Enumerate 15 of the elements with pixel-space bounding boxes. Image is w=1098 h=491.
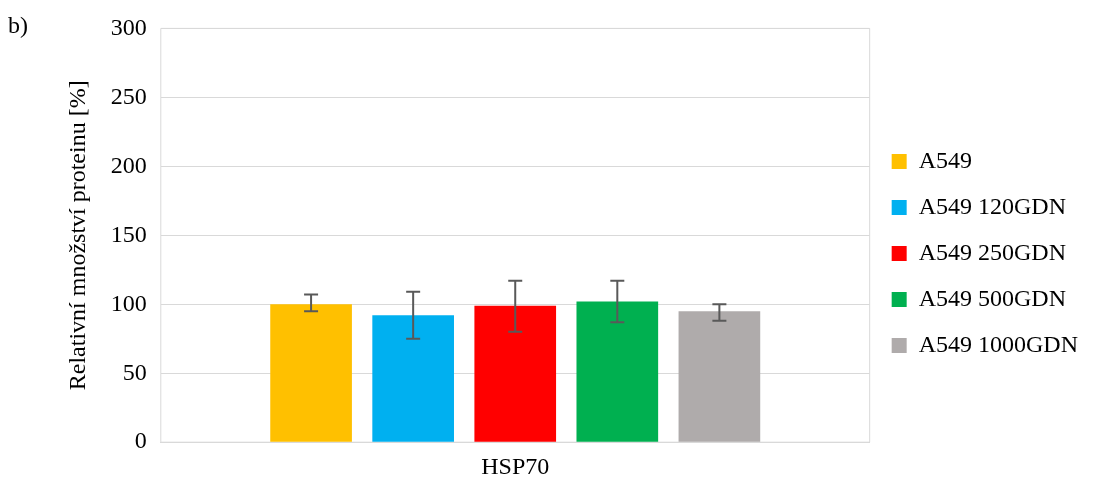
legend-label: A549 120GDN bbox=[918, 192, 1066, 219]
x-tick-label: HSP70 bbox=[481, 452, 550, 479]
y-tick-label: 50 bbox=[122, 358, 147, 385]
legend-label: A549 bbox=[918, 146, 973, 173]
y-tick-label: 0 bbox=[134, 427, 147, 454]
legend-label: A549 1000GDN bbox=[918, 330, 1078, 357]
text: b) bbox=[8, 12, 28, 39]
y-tick-label: 150 bbox=[110, 220, 147, 247]
legend-label: A549 500GDN bbox=[918, 284, 1066, 311]
y-axis-title: Relativní množství proteinu [%] bbox=[63, 80, 90, 391]
y-tick-label: 200 bbox=[110, 151, 147, 178]
y-tick-label: 100 bbox=[110, 289, 147, 316]
legend-label: A549 250GDN bbox=[918, 238, 1066, 265]
y-tick-label: 300 bbox=[110, 13, 147, 40]
y-tick-label: 250 bbox=[110, 82, 147, 109]
